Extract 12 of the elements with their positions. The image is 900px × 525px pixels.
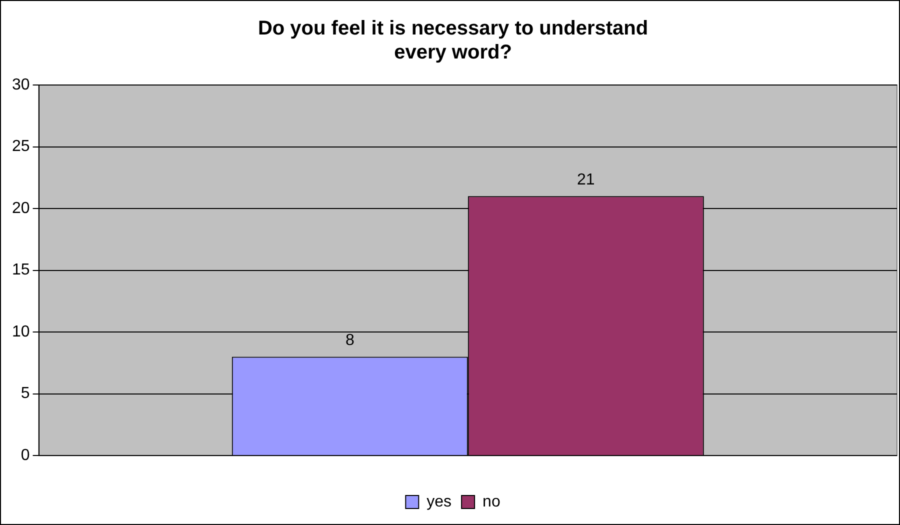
y-tick-label: 30	[12, 76, 30, 94]
y-tick-label: 25	[12, 138, 30, 156]
y-tick-label: 15	[12, 262, 30, 279]
chart-title: Do you feel it is necessary to understand every word?	[258, 18, 648, 64]
data-label: 8	[345, 332, 354, 350]
y-tick-label: 0	[20, 447, 30, 464]
data-label: 21	[577, 172, 595, 189]
legend-label: no	[482, 493, 500, 510]
y-tick-label: 5	[20, 385, 30, 402]
legend-label: yes	[426, 493, 452, 510]
y-tick-label: 10	[12, 323, 30, 340]
y-tick-label: 20	[12, 200, 30, 217]
